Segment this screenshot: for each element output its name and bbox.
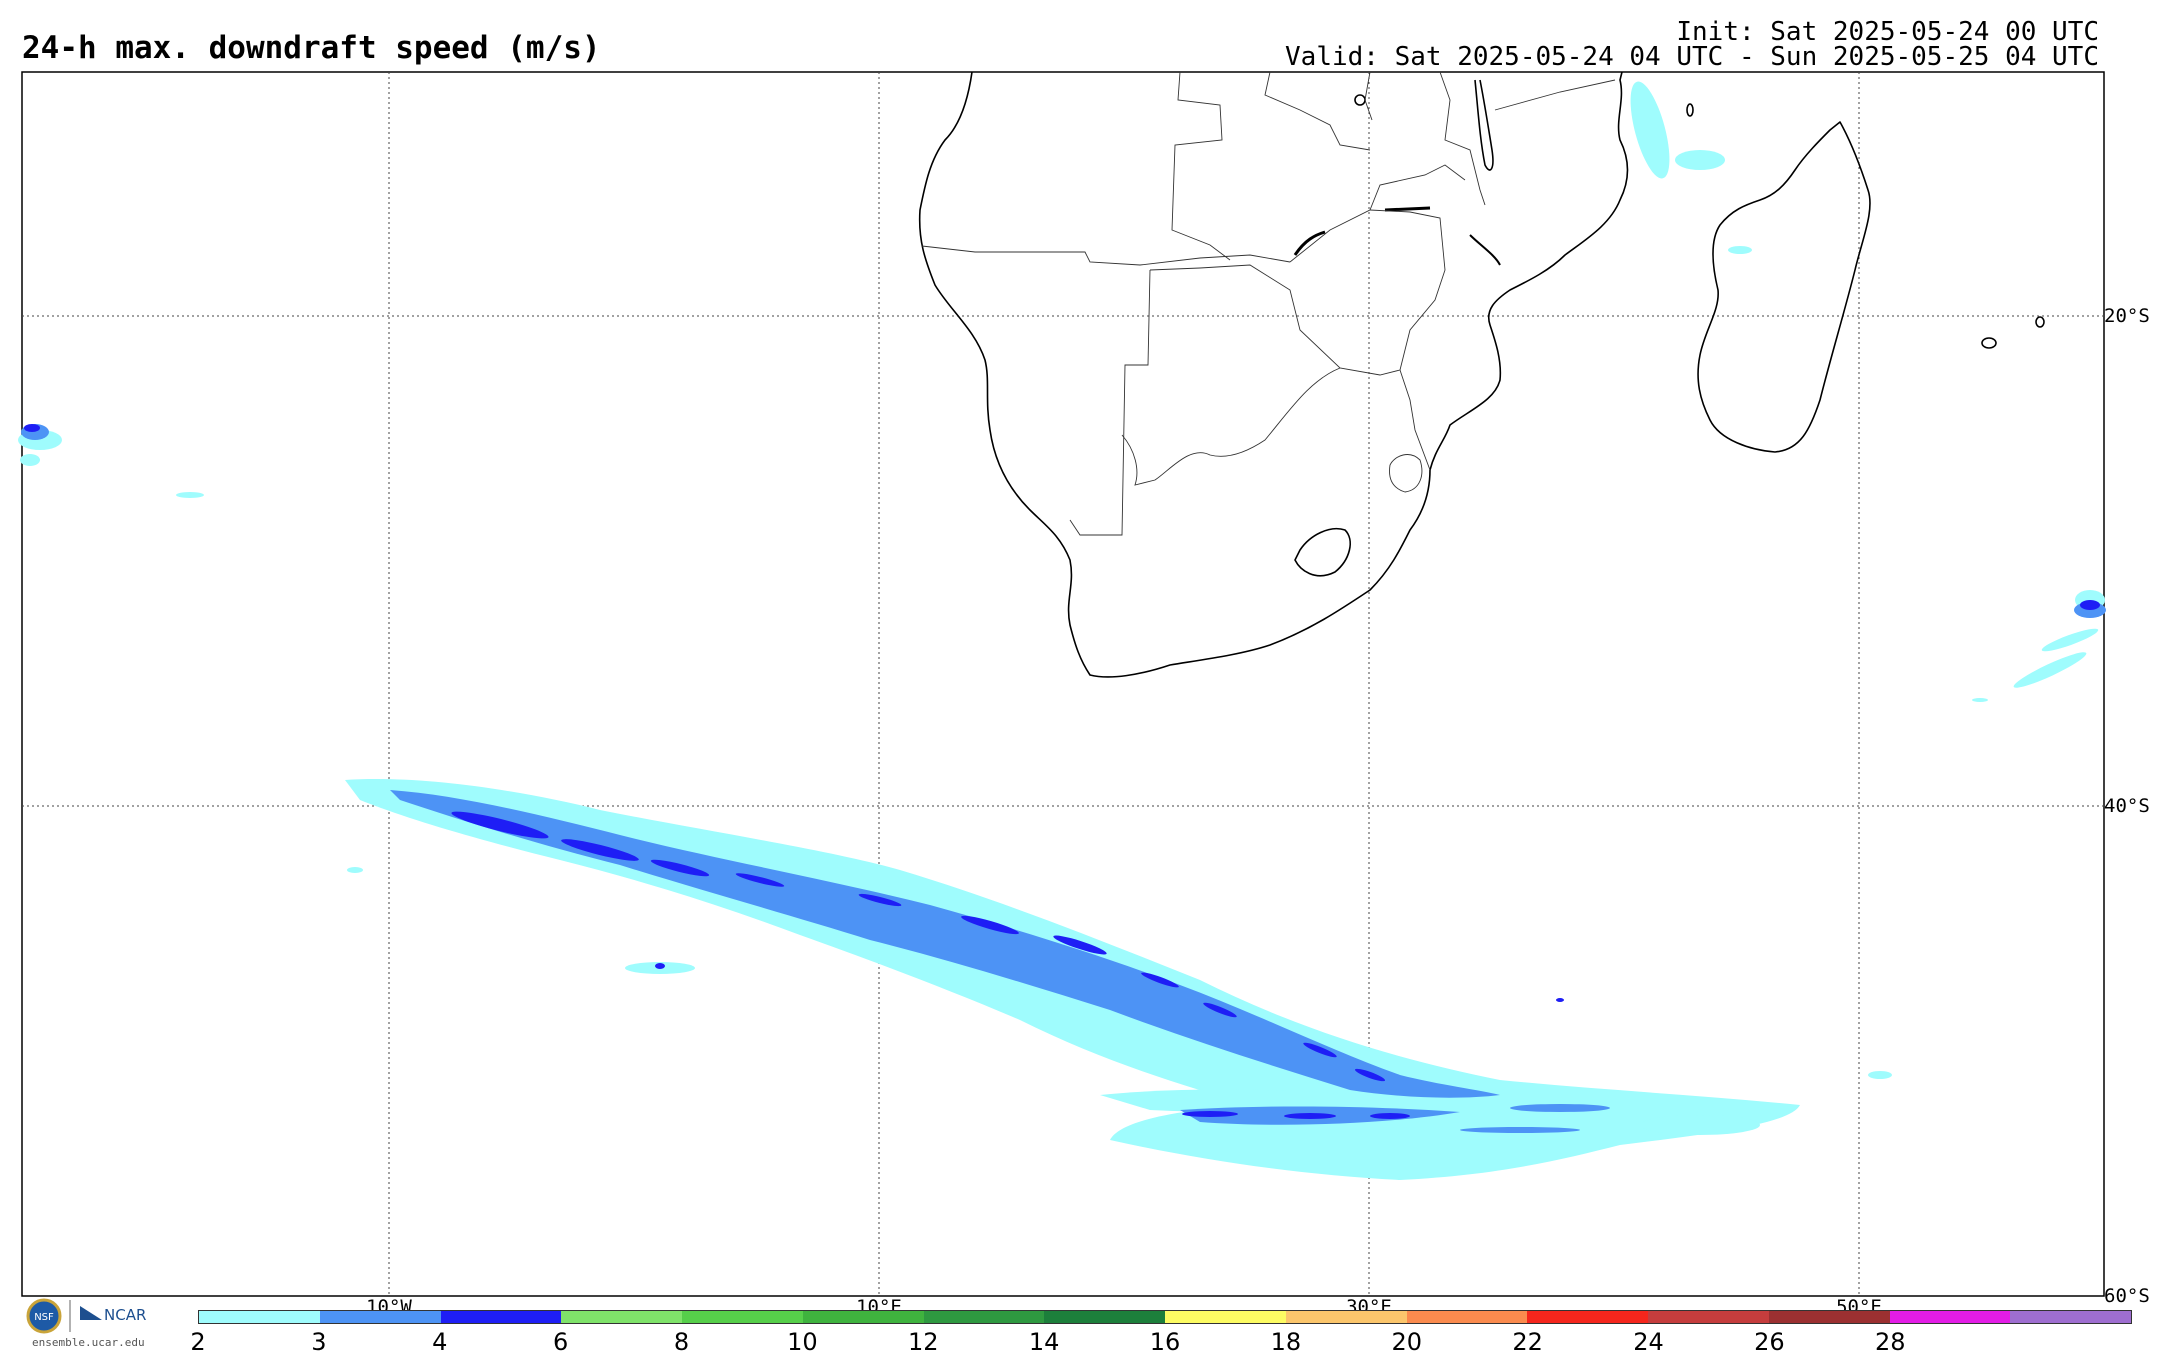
lat-label-60s: 60°S [2104, 1285, 2150, 1307]
svg-text:NCAR: NCAR [104, 1306, 146, 1324]
nsf-ncar-logo: NSF NCAR [26, 1298, 146, 1334]
colorbar-swatch [1406, 1311, 1528, 1323]
graticule [22, 72, 2104, 1296]
run-times: Init: Sat 2025-05-24 00 UTC Valid: Sat 2… [1285, 17, 2099, 72]
colorbar-tick-label: 14 [1028, 1328, 1060, 1356]
colorbar-swatch [1527, 1311, 1648, 1323]
colorbar [198, 1310, 2132, 1324]
speed-field-2-3 [18, 81, 2105, 1180]
map-frame [21, 71, 2105, 1297]
colorbar-swatch [440, 1311, 562, 1323]
colorbar-tick-label: 28 [1874, 1328, 1906, 1356]
colorbar-tick-label: 2 [190, 1328, 206, 1356]
colorbar-tick-label: 6 [552, 1328, 569, 1356]
colorbar-tick-label: 24 [1633, 1328, 1664, 1356]
lat-label-40s: 40°S [2104, 795, 2150, 817]
colorbar-swatch [923, 1311, 1045, 1323]
site-label: ensemble.ucar.edu [32, 1336, 145, 1349]
init-time: Init: Sat 2025-05-24 00 UTC [1676, 17, 2099, 47]
colorbar-tick-label: 10 [787, 1328, 818, 1356]
colorbar-swatch [1044, 1311, 1165, 1323]
colorbar-tick-label: 12 [907, 1328, 939, 1356]
colorbar-tick-label: 4 [432, 1328, 448, 1356]
colorbar-tick-label: 3 [311, 1328, 327, 1356]
map-title: 24-h max. downdraft speed (m/s) [22, 30, 601, 66]
coastlines [918, 71, 2045, 678]
colorbar-tick-label: 18 [1270, 1328, 1302, 1356]
colorbar-swatch [1768, 1311, 1890, 1323]
colorbar-swatch [199, 1311, 320, 1323]
ncar-logo-mark [80, 1306, 102, 1320]
colorbar-tick-label: 22 [1512, 1328, 1543, 1356]
lat-label-20s: 20°S [2104, 305, 2150, 327]
colorbar-swatch [802, 1311, 924, 1323]
colorbar-tick-label: 8 [673, 1328, 690, 1356]
colorbar-tick-label: 16 [1149, 1328, 1181, 1356]
colorbar-swatch [1648, 1311, 1769, 1323]
colorbar-swatch [2010, 1311, 2131, 1323]
colorbar-swatch [682, 1311, 803, 1323]
speed-field-4-6 [24, 424, 2100, 1119]
lat-labels: 20°S 40°S 60°S [2104, 305, 2150, 1307]
colorbar-swatch [1889, 1311, 2011, 1323]
nsf-logo [26, 1298, 62, 1334]
colorbar-swatch [1165, 1311, 1286, 1323]
colorbar-swatch [1285, 1311, 1407, 1323]
svg-text:NSF: NSF [34, 1312, 54, 1323]
colorbar-swatch [319, 1311, 441, 1323]
colorbar-tick-label: 26 [1754, 1328, 1785, 1356]
colorbar-swatch [561, 1311, 682, 1323]
valid-time: Valid: Sat 2025-05-24 04 UTC - Sun 2025-… [1285, 42, 2099, 72]
country-borders [921, 71, 1616, 536]
colorbar-tick-label: 20 [1391, 1328, 1423, 1356]
